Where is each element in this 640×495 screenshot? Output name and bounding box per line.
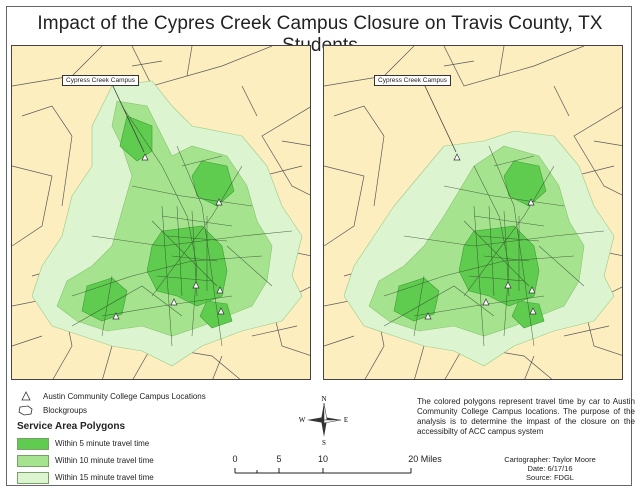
compass-e: E — [344, 416, 348, 424]
compass-n: N — [321, 395, 326, 403]
campus-markers — [424, 153, 537, 320]
road-network — [71, 105, 293, 347]
scale-tick-label: 20 Miles — [408, 454, 442, 464]
campus-markers — [112, 153, 225, 320]
legend-campus-row: Austin Community College Campus Location… — [17, 389, 267, 403]
cypress-creek-callout: Cypress Creek Campus — [62, 75, 139, 86]
campus-marker-cypress-creek-closed — [453, 153, 461, 161]
map-description: The colored polygons represent travel ti… — [417, 397, 635, 436]
callout-leader — [111, 83, 145, 153]
legend-item-10min: Within 10 minute travel time — [17, 452, 267, 469]
campus-icon — [17, 390, 35, 402]
legend-campus-label: Austin Community College Campus Location… — [43, 391, 206, 401]
legend-item-5min: Within 5 minute travel time — [17, 435, 267, 452]
map-layout: Impact of the Cypres Creek Campus Closur… — [6, 6, 635, 486]
map-credits: Cartographer: Taylor Moore Date: 6/17/16… — [495, 455, 605, 482]
compass-rose-icon: N S E W — [299, 395, 348, 447]
compass-w: W — [299, 416, 306, 424]
scale-tick-label: 10 — [317, 454, 329, 464]
scale-bar-graphic — [234, 468, 412, 474]
swatch-15min — [17, 471, 49, 484]
compass-s: S — [322, 439, 326, 445]
source-credit: Source: FDGL — [526, 473, 574, 482]
road-network — [383, 145, 605, 347]
scale-tick-label: 5 — [276, 454, 282, 464]
cypress-creek-callout: Cypress Creek Campus — [374, 75, 451, 86]
scale-tick-label: 0 — [232, 454, 238, 464]
blockgroup-icon — [17, 404, 35, 416]
legend-item-label: Within 15 minute travel time — [55, 473, 154, 482]
swatch-5min — [17, 437, 49, 450]
north-arrow: N S E W — [299, 395, 349, 447]
date-credit: Date: 6/17/16 — [527, 464, 573, 473]
callout-leader — [423, 83, 457, 153]
legend-blockgroups-label: Blockgroups — [43, 405, 88, 415]
legend-item-label: Within 10 minute travel time — [55, 456, 154, 465]
map-legend: Austin Community College Campus Location… — [17, 389, 267, 486]
legend-heading: Service Area Polygons — [17, 421, 126, 432]
legend-item-15min: Within 15 minute travel time — [17, 469, 267, 486]
scale-bar: 0 5 10 20 Miles — [227, 454, 467, 484]
legend-blockgroups-row: Blockgroups — [17, 403, 267, 417]
legend-item-label: Within 5 minute travel time — [55, 439, 150, 448]
campus-marker-cypress-creek — [141, 153, 149, 161]
map-left-canvas — [12, 46, 310, 379]
map-left-before-closure[interactable]: Cypress Creek Campus — [11, 45, 311, 380]
map-right-canvas — [324, 46, 622, 379]
map-right-after-closure[interactable]: Cypress Creek Campus — [323, 45, 623, 380]
swatch-10min — [17, 454, 49, 467]
cartographer-credit: Cartographer: Taylor Moore — [504, 455, 596, 464]
